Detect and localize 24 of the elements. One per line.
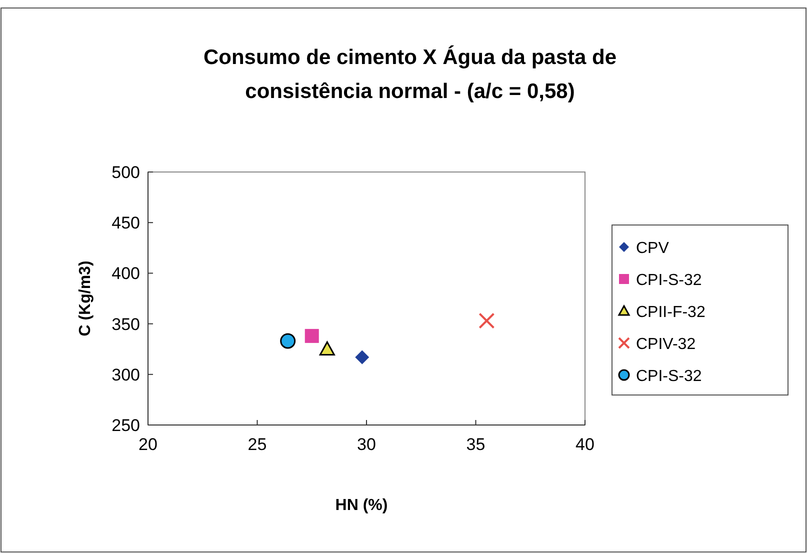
y-tick-label: 300 xyxy=(112,365,140,384)
point xyxy=(304,328,319,343)
x-tick-label: 25 xyxy=(248,435,267,454)
chart-title: Consumo de cimento X Água da pasta de consistência normal - (a/c = 0,58) xyxy=(203,45,617,103)
x-tick-label: 40 xyxy=(576,435,594,454)
x-tick-label: 20 xyxy=(138,435,158,454)
x-tick-label: 30 xyxy=(357,435,376,454)
legend-label: CPIV-32 xyxy=(636,336,696,353)
point xyxy=(478,312,495,329)
x-axis-title: HN (%) xyxy=(335,497,388,514)
x-tick-label: 35 xyxy=(466,435,486,454)
y-tick-label: 450 xyxy=(112,214,140,233)
point xyxy=(355,350,370,364)
point xyxy=(280,333,296,349)
y-tick-label: 500 xyxy=(112,163,140,182)
y-tick-label: 250 xyxy=(112,416,140,435)
legend-label: CPII-F-32 xyxy=(636,304,706,321)
point xyxy=(319,341,335,356)
legend-label: CPV xyxy=(636,240,670,257)
legend-label: CPI-S-32 xyxy=(636,368,702,385)
legend-label: CPI-S-32 xyxy=(636,272,702,289)
y-tick-label: 400 xyxy=(112,264,140,284)
y-tick-label: 350 xyxy=(112,314,140,334)
y-axis-title: C (Kg/m3) xyxy=(77,260,94,336)
